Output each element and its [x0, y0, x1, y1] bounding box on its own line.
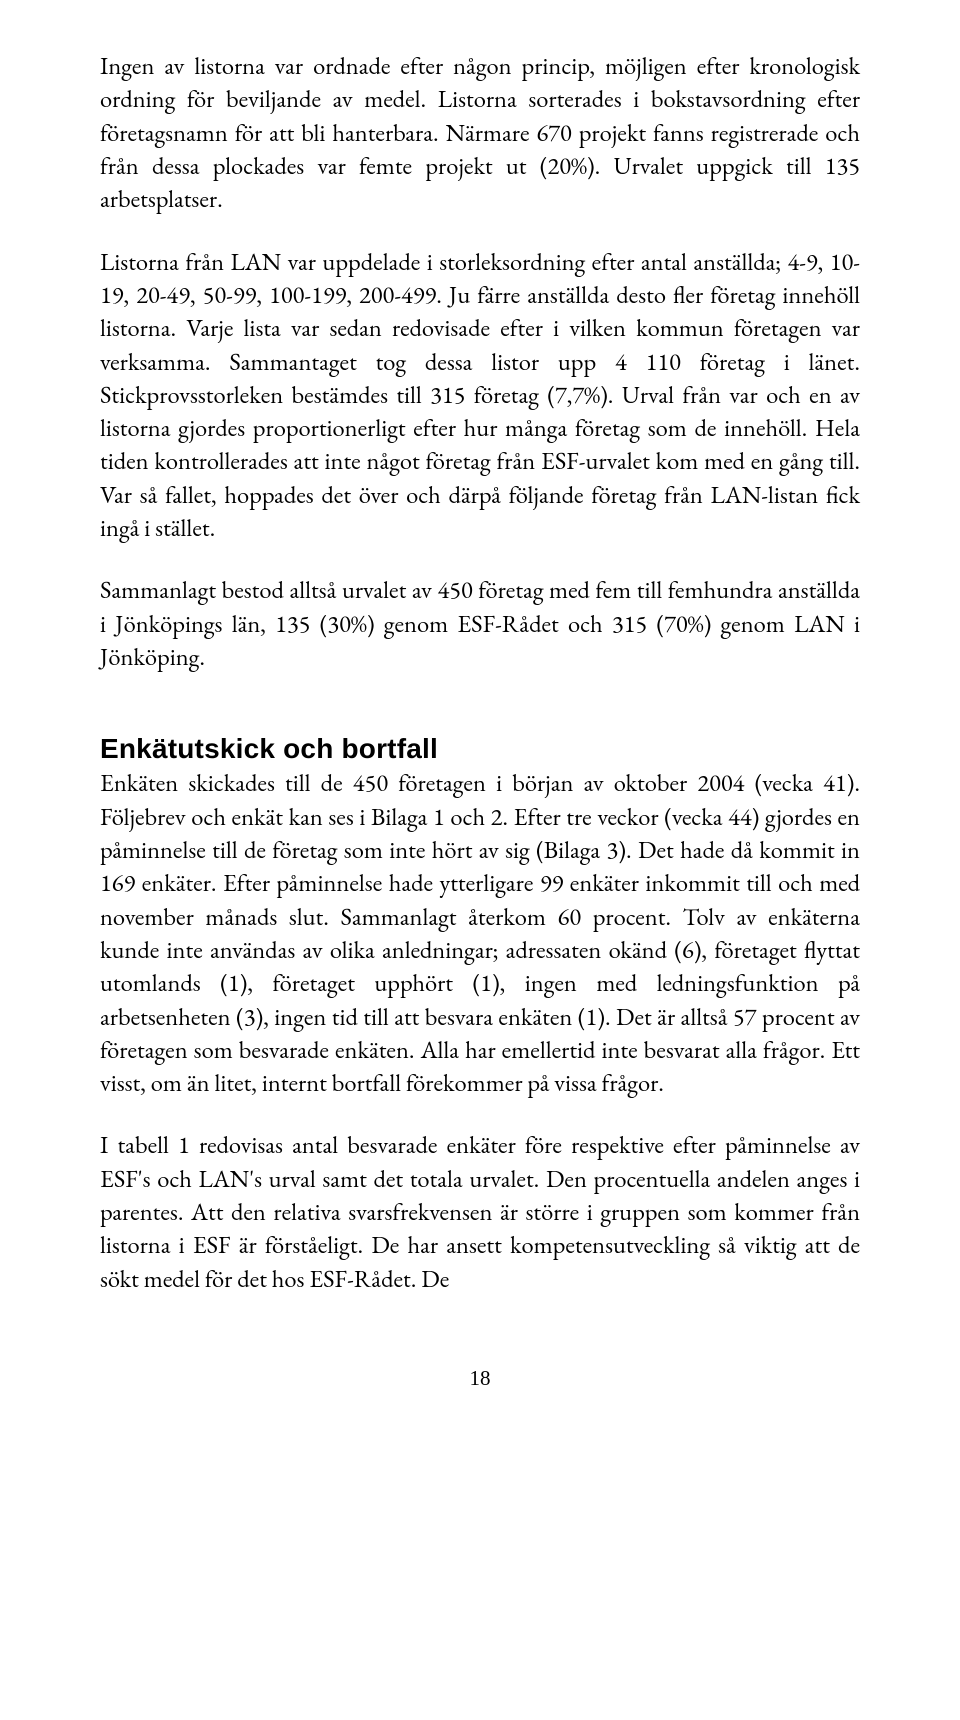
body-paragraph-2: Listorna från LAN var uppdelade i storle… [100, 246, 860, 546]
body-paragraph-5: I tabell 1 redovisas antal besvarade enk… [100, 1129, 860, 1296]
section-heading: Enkätutskick och bortfall [100, 733, 860, 765]
body-paragraph-3: Sammanlagt bestod alltså urvalet av 450 … [100, 574, 860, 674]
page-number: 18 [100, 1366, 860, 1391]
body-paragraph-1: Ingen av listorna var ordnade efter någo… [100, 50, 860, 217]
body-paragraph-4: Enkäten skickades till de 450 företagen … [100, 767, 860, 1100]
